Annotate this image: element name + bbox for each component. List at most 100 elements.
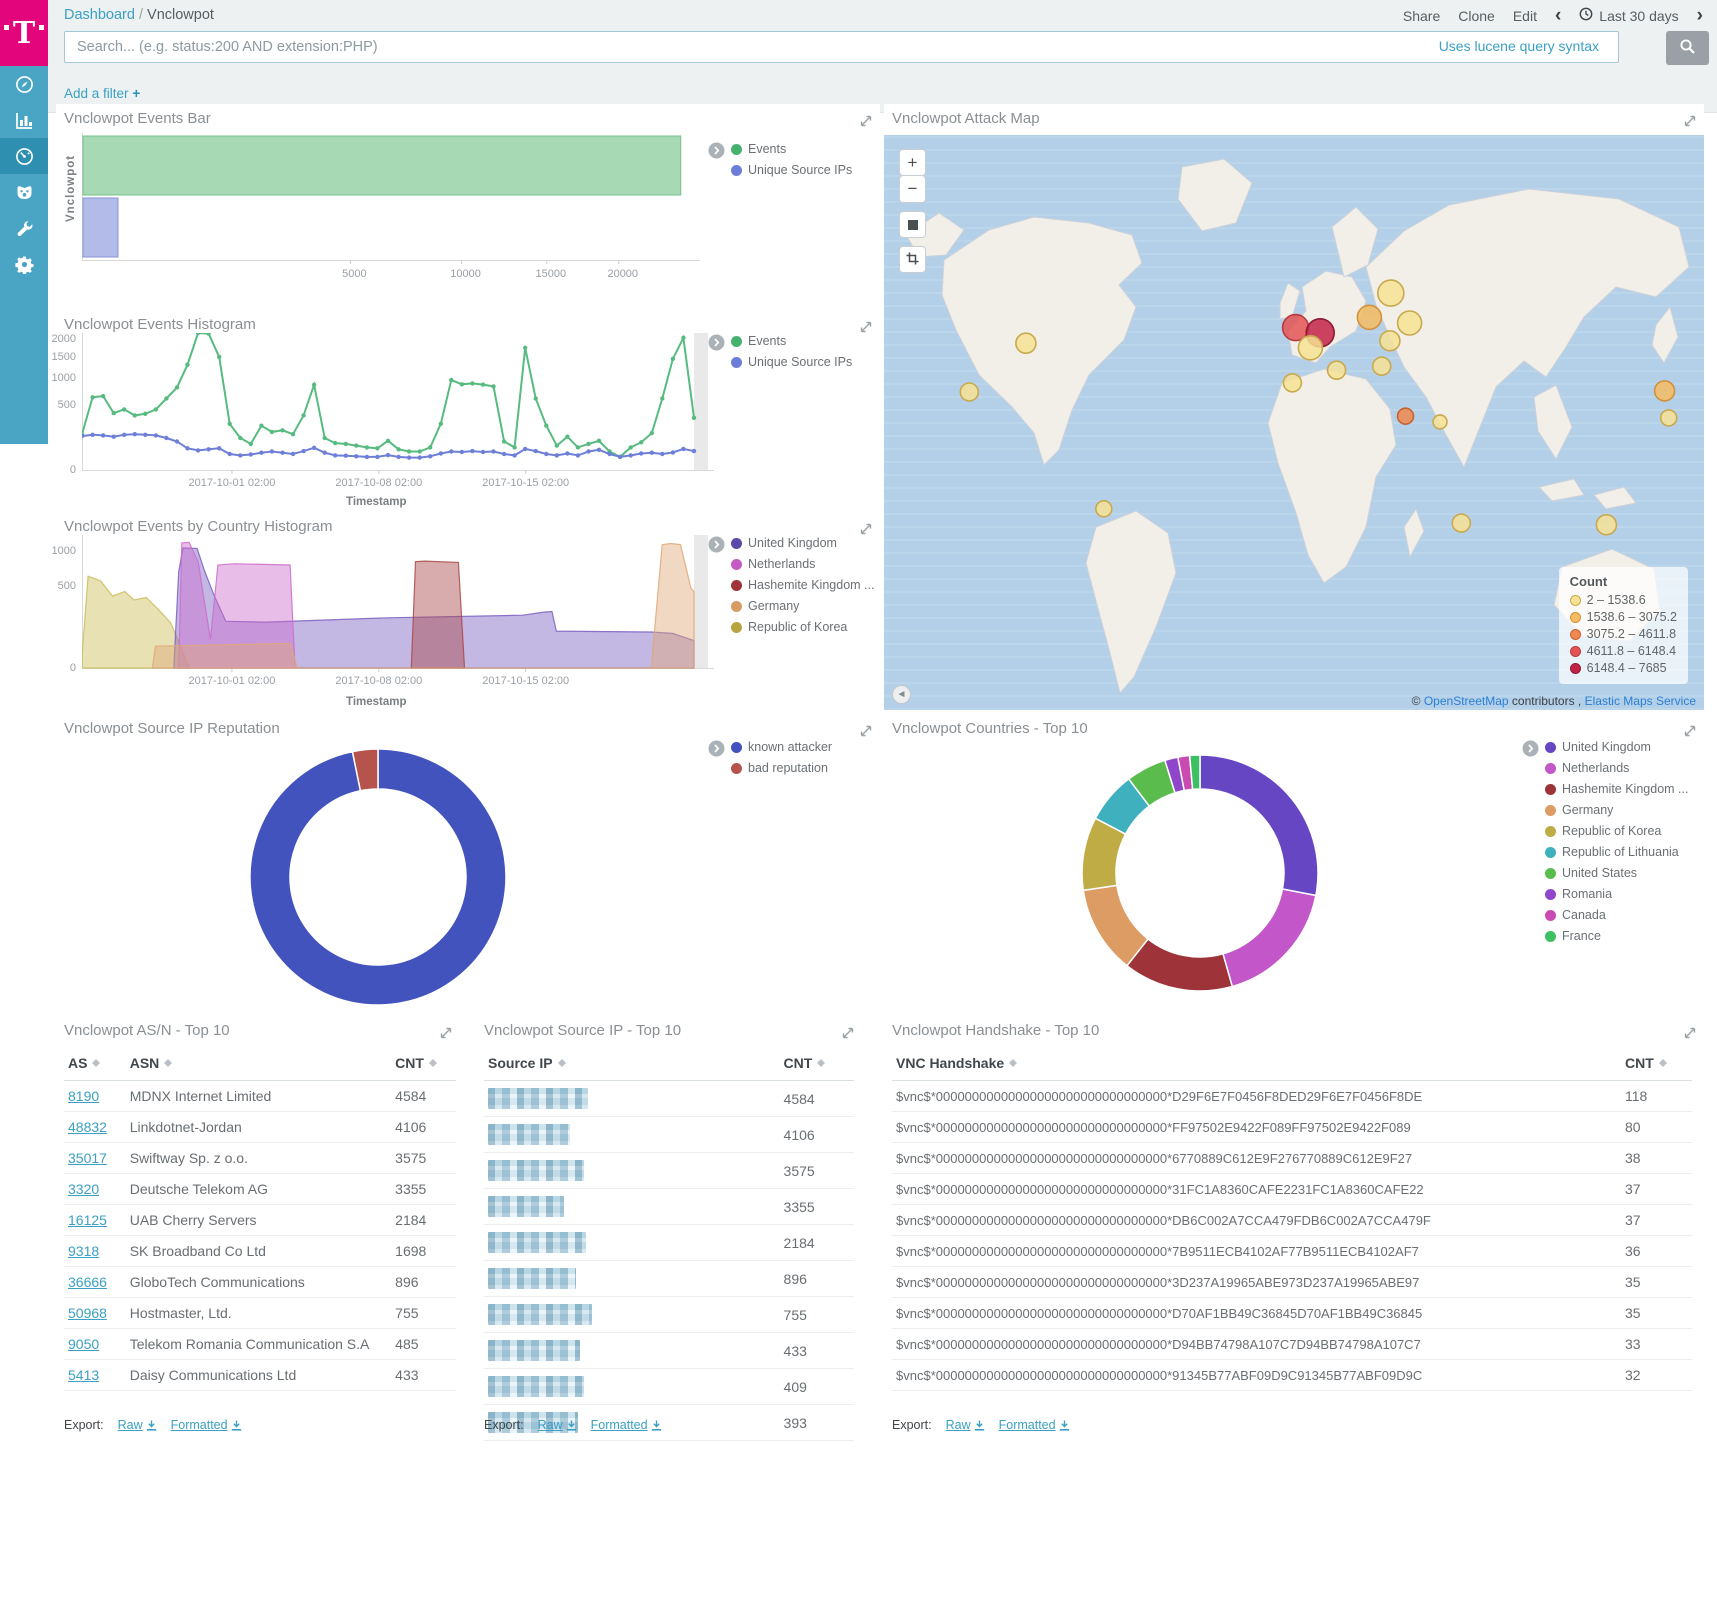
legend-item[interactable]: United Kingdom: [731, 536, 874, 550]
export-formatted-link[interactable]: Formatted: [591, 1418, 662, 1432]
attack-bubble[interactable]: [959, 382, 980, 402]
attack-bubble[interactable]: [1371, 356, 1392, 376]
legend-item[interactable]: France: [1545, 929, 1688, 943]
as-link[interactable]: 8190: [68, 1088, 100, 1104]
attack-bubble[interactable]: [1396, 310, 1423, 336]
legend-item[interactable]: bad reputation: [731, 761, 832, 775]
expand-icon[interactable]: [440, 1026, 452, 1044]
attack-bubble[interactable]: [1379, 330, 1401, 352]
as-link[interactable]: 48832: [68, 1119, 107, 1135]
share-button[interactable]: Share: [1402, 7, 1441, 24]
as-link[interactable]: 36666: [68, 1274, 107, 1290]
legend-item[interactable]: Germany: [1545, 803, 1688, 817]
legend-toggle-icon[interactable]: [1522, 740, 1539, 943]
expand-icon[interactable]: [860, 522, 872, 540]
legend-item[interactable]: Hashemite Kingdom ...: [731, 578, 874, 592]
as-link[interactable]: 50968: [68, 1305, 107, 1321]
sort-icon[interactable]: [1658, 1056, 1668, 1069]
clone-button[interactable]: Clone: [1458, 7, 1495, 24]
as-link[interactable]: 35017: [68, 1150, 107, 1166]
attack-bubble[interactable]: [1659, 409, 1678, 427]
sort-icon[interactable]: [817, 1056, 826, 1069]
add-filter-button[interactable]: Add a filter +: [64, 86, 141, 101]
as-link[interactable]: 5413: [68, 1367, 100, 1383]
map-fit-button[interactable]: [899, 211, 926, 238]
attack-bubble[interactable]: [1432, 414, 1448, 430]
legend-toggle-icon[interactable]: [708, 334, 725, 369]
sidebar-item-visualize[interactable]: [0, 102, 48, 138]
attack-bubble[interactable]: [1297, 335, 1324, 361]
attack-map[interactable]: + − Count 2 – 1538.6 1538.6 – 3075.2 3075.…: [884, 135, 1704, 710]
attack-bubble[interactable]: [1595, 513, 1618, 536]
attribution-toggle-button[interactable]: ◄: [892, 685, 911, 704]
export-formatted-link[interactable]: Formatted: [999, 1418, 1070, 1432]
edit-button[interactable]: Edit: [1512, 7, 1537, 24]
search-input[interactable]: [64, 31, 1619, 63]
sidebar-item-dashboard[interactable]: [0, 138, 48, 174]
attack-bubble[interactable]: [1015, 332, 1037, 354]
telekom-logo[interactable]: T: [0, 0, 48, 66]
export-formatted-link[interactable]: Formatted: [171, 1418, 242, 1432]
sort-icon[interactable]: [1009, 1056, 1018, 1069]
as-link[interactable]: 9318: [68, 1243, 100, 1259]
legend-item[interactable]: United States: [1545, 866, 1688, 880]
legend-toggle-icon[interactable]: [708, 142, 725, 177]
legend-item[interactable]: Events: [731, 142, 852, 156]
map-zoom-out-button[interactable]: −: [899, 176, 926, 203]
search-button[interactable]: [1666, 31, 1709, 65]
map-draw-filter-button[interactable]: [899, 246, 926, 273]
column-header[interactable]: CNT: [391, 1048, 456, 1081]
sidebar-item-timelion[interactable]: [0, 174, 48, 210]
legend-item[interactable]: Canada: [1545, 908, 1688, 922]
expand-icon[interactable]: [860, 320, 872, 338]
column-header[interactable]: ASN: [125, 1048, 392, 1081]
expand-icon[interactable]: [842, 1026, 854, 1044]
legend-item[interactable]: Republic of Lithuania: [1545, 845, 1688, 859]
attack-bubble[interactable]: [1356, 304, 1383, 331]
legend-item[interactable]: Hashemite Kingdom ...: [1545, 782, 1688, 796]
attack-bubble[interactable]: [1095, 499, 1113, 518]
attack-bubble[interactable]: [1376, 279, 1405, 307]
expand-icon[interactable]: [1684, 114, 1696, 132]
map-zoom-in-button[interactable]: +: [899, 149, 926, 176]
legend-item[interactable]: Germany: [731, 599, 874, 613]
as-link[interactable]: 9050: [68, 1336, 100, 1352]
openstreetmap-link[interactable]: OpenStreetMap: [1423, 694, 1509, 708]
attack-bubble[interactable]: [1282, 373, 1303, 393]
sidebar-item-management[interactable]: [0, 246, 48, 282]
elastic-maps-link[interactable]: Elastic Maps Service: [1584, 694, 1696, 708]
export-raw-link[interactable]: Raw: [946, 1418, 985, 1432]
attack-bubble[interactable]: [1326, 360, 1347, 380]
time-forward-button[interactable]: ›: [1696, 4, 1703, 26]
attack-bubble[interactable]: [1396, 407, 1415, 426]
time-picker[interactable]: Last 30 days: [1579, 7, 1679, 24]
legend-item[interactable]: Republic of Korea: [1545, 824, 1688, 838]
column-header[interactable]: CNT: [1620, 1048, 1692, 1081]
legend-item[interactable]: Netherlands: [731, 557, 874, 571]
sort-icon[interactable]: [164, 1056, 173, 1069]
attack-bubble[interactable]: [1451, 513, 1472, 533]
legend-item[interactable]: United Kingdom: [1545, 740, 1688, 754]
legend-item[interactable]: known attacker: [731, 740, 832, 754]
legend-toggle-icon[interactable]: [708, 740, 725, 775]
sort-icon[interactable]: [92, 1056, 101, 1069]
lucene-syntax-link[interactable]: Uses lucene query syntax: [1438, 38, 1599, 54]
as-link[interactable]: 3320: [68, 1181, 100, 1197]
expand-icon[interactable]: [1684, 1026, 1696, 1044]
sort-icon[interactable]: [428, 1056, 438, 1069]
expand-icon[interactable]: [860, 724, 872, 742]
column-header[interactable]: VNC Handshake: [892, 1048, 1621, 1081]
column-header[interactable]: CNT: [779, 1048, 854, 1081]
as-link[interactable]: 16125: [68, 1212, 107, 1228]
expand-icon[interactable]: [1684, 724, 1696, 742]
legend-toggle-icon[interactable]: [708, 536, 725, 634]
expand-icon[interactable]: [860, 114, 872, 132]
sort-icon[interactable]: [557, 1056, 567, 1069]
legend-item[interactable]: Unique Source IPs: [731, 163, 852, 177]
legend-item[interactable]: Events: [731, 334, 852, 348]
legend-item[interactable]: Romania: [1545, 887, 1688, 901]
breadcrumb-dashboard-link[interactable]: Dashboard: [64, 7, 135, 23]
export-raw-link[interactable]: Raw: [118, 1418, 157, 1432]
legend-item[interactable]: Unique Source IPs: [731, 355, 852, 369]
legend-item[interactable]: Republic of Korea: [731, 620, 874, 634]
